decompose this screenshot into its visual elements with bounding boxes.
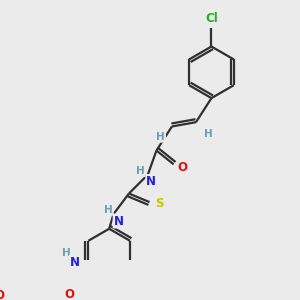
Text: S: S bbox=[155, 197, 163, 210]
Text: H: H bbox=[156, 132, 165, 142]
Text: N: N bbox=[146, 175, 156, 188]
Text: Cl: Cl bbox=[205, 12, 218, 25]
Text: O: O bbox=[64, 288, 74, 300]
Text: H: H bbox=[136, 166, 145, 176]
Text: N: N bbox=[114, 214, 124, 227]
Text: H: H bbox=[104, 205, 113, 215]
Text: H: H bbox=[61, 248, 70, 258]
Text: N: N bbox=[70, 256, 80, 269]
Text: H: H bbox=[204, 129, 212, 139]
Text: O: O bbox=[177, 161, 187, 174]
Text: O: O bbox=[0, 289, 5, 300]
